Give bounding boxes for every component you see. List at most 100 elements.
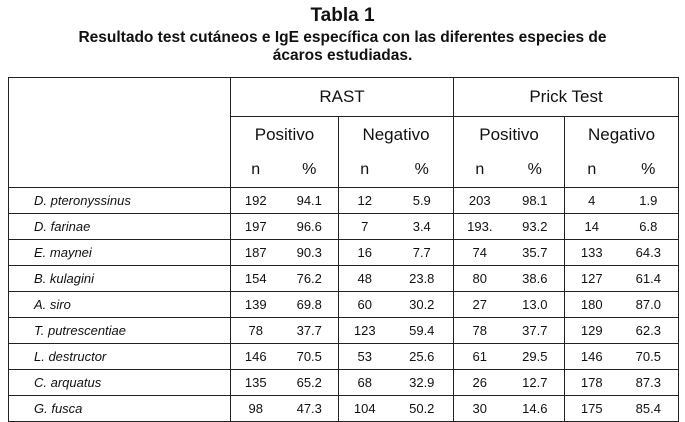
cell: 53 xyxy=(338,343,391,370)
cell: 62.3 xyxy=(618,317,680,344)
cell: 87.0 xyxy=(618,291,680,318)
cell: 203 xyxy=(453,187,506,214)
rast-negativo-header: Negativo xyxy=(337,116,454,153)
cell: 133 xyxy=(564,239,619,266)
species-cell: G. fusca xyxy=(8,395,231,422)
cell: 37.7 xyxy=(280,317,339,344)
subtitle-line-1: Resultado test cutáneos e IgE específica… xyxy=(78,29,607,46)
rast-neg-n-header: n xyxy=(338,153,391,188)
species-cell: T. putrescentiae xyxy=(8,317,231,344)
table-title: Tabla 1 xyxy=(310,5,375,26)
cell: 80 xyxy=(453,265,506,292)
cell: 61 xyxy=(453,343,506,370)
cell: 78 xyxy=(230,317,281,344)
prick-neg-pct-header: % xyxy=(618,153,680,188)
cell: 197 xyxy=(230,213,281,240)
cell: 193. xyxy=(453,213,506,240)
cell: 35.7 xyxy=(505,239,565,266)
table-row: G. fusca 98 47.3 104 50.2 30 14.6 175 85… xyxy=(8,395,680,422)
species-cell: B. kulagini xyxy=(8,265,231,292)
results-table: RAST Prick Test Positivo Negativo Positi… xyxy=(8,77,680,422)
cell: 5.9 xyxy=(390,187,454,214)
cell: 26 xyxy=(453,369,506,396)
prick-pos-n-header: n xyxy=(453,153,506,188)
species-cell: D. pteronyssinus xyxy=(8,187,231,214)
cell: 65.2 xyxy=(280,369,339,396)
cell: 175 xyxy=(564,395,619,422)
prick-header: Prick Test xyxy=(453,77,680,117)
cell: 192 xyxy=(230,187,281,214)
rast-pos-n-header: n xyxy=(230,153,281,188)
prick-negativo-header: Negativo xyxy=(564,116,680,153)
cell: 4 xyxy=(564,187,619,214)
cell: 12.7 xyxy=(505,369,565,396)
cell: 13.0 xyxy=(505,291,565,318)
prick-positivo-header: Positivo xyxy=(453,116,565,153)
cell: 14.6 xyxy=(505,395,565,422)
cell: 3.4 xyxy=(390,213,454,240)
cell: 27 xyxy=(453,291,506,318)
subtitle-line-2: ácaros estudiadas. xyxy=(272,47,413,64)
cell: 135 xyxy=(230,369,281,396)
table-subtitle: Resultado test cutáneos e IgE específica… xyxy=(0,29,685,65)
cell: 47.3 xyxy=(280,395,339,422)
cell: 38.6 xyxy=(505,265,565,292)
rast-pos-pct-header: % xyxy=(280,153,339,188)
cell: 96.6 xyxy=(280,213,339,240)
cell: 74 xyxy=(453,239,506,266)
cell: 139 xyxy=(230,291,281,318)
table-row: T. putrescentiae 78 37.7 123 59.4 78 37.… xyxy=(8,317,680,344)
cell: 127 xyxy=(564,265,619,292)
cell: 59.4 xyxy=(390,317,454,344)
cell: 146 xyxy=(230,343,281,370)
cell: 30.2 xyxy=(390,291,454,318)
prick-neg-n-header: n xyxy=(564,153,619,188)
cell: 90.3 xyxy=(280,239,339,266)
table-row: E. maynei 187 90.3 16 7.7 74 35.7 133 64… xyxy=(8,239,680,266)
cell: 23.8 xyxy=(390,265,454,292)
prick-pos-pct-header: % xyxy=(505,153,565,188)
cell: 64.3 xyxy=(618,239,680,266)
rast-positivo-header: Positivo xyxy=(230,116,339,153)
cell: 129 xyxy=(564,317,619,344)
cell: 178 xyxy=(564,369,619,396)
species-cell: A. siro xyxy=(8,291,231,318)
cell: 187 xyxy=(230,239,281,266)
cell: 180 xyxy=(564,291,619,318)
cell: 87.3 xyxy=(618,369,680,396)
cell: 68 xyxy=(338,369,391,396)
species-cell: L. destructor xyxy=(8,343,231,370)
cell: 93.2 xyxy=(505,213,565,240)
cell: 16 xyxy=(338,239,391,266)
cell: 70.5 xyxy=(280,343,339,370)
cell: 61.4 xyxy=(618,265,680,292)
cell: 50.2 xyxy=(390,395,454,422)
cell: 48 xyxy=(338,265,391,292)
table-row: D. farinae 197 96.6 7 3.4 193. 93.2 14 6… xyxy=(8,213,680,240)
cell: 85.4 xyxy=(618,395,680,422)
species-cell: D. farinae xyxy=(8,213,231,240)
cell: 1.9 xyxy=(618,187,680,214)
table-row: L. destructor 146 70.5 53 25.6 61 29.5 1… xyxy=(8,343,680,370)
cell: 29.5 xyxy=(505,343,565,370)
cell: 146 xyxy=(564,343,619,370)
cell: 7 xyxy=(338,213,391,240)
species-cell: C. arquatus xyxy=(8,369,231,396)
cell: 25.6 xyxy=(390,343,454,370)
cell: 37.7 xyxy=(505,317,565,344)
cell: 14 xyxy=(564,213,619,240)
cell: 123 xyxy=(338,317,391,344)
cell: 76.2 xyxy=(280,265,339,292)
table-row: D. pteronyssinus 192 94.1 12 5.9 203 98.… xyxy=(8,187,680,214)
cell: 32.9 xyxy=(390,369,454,396)
cell: 78 xyxy=(453,317,506,344)
cell: 94.1 xyxy=(280,187,339,214)
rast-header: RAST xyxy=(229,77,454,117)
species-cell: E. maynei xyxy=(8,239,231,266)
cell: 12 xyxy=(338,187,391,214)
cell: 98 xyxy=(230,395,281,422)
cell: 6.8 xyxy=(618,213,680,240)
cell: 154 xyxy=(230,265,281,292)
table-row: B. kulagini 154 76.2 48 23.8 80 38.6 127… xyxy=(8,265,680,292)
cell: 98.1 xyxy=(505,187,565,214)
